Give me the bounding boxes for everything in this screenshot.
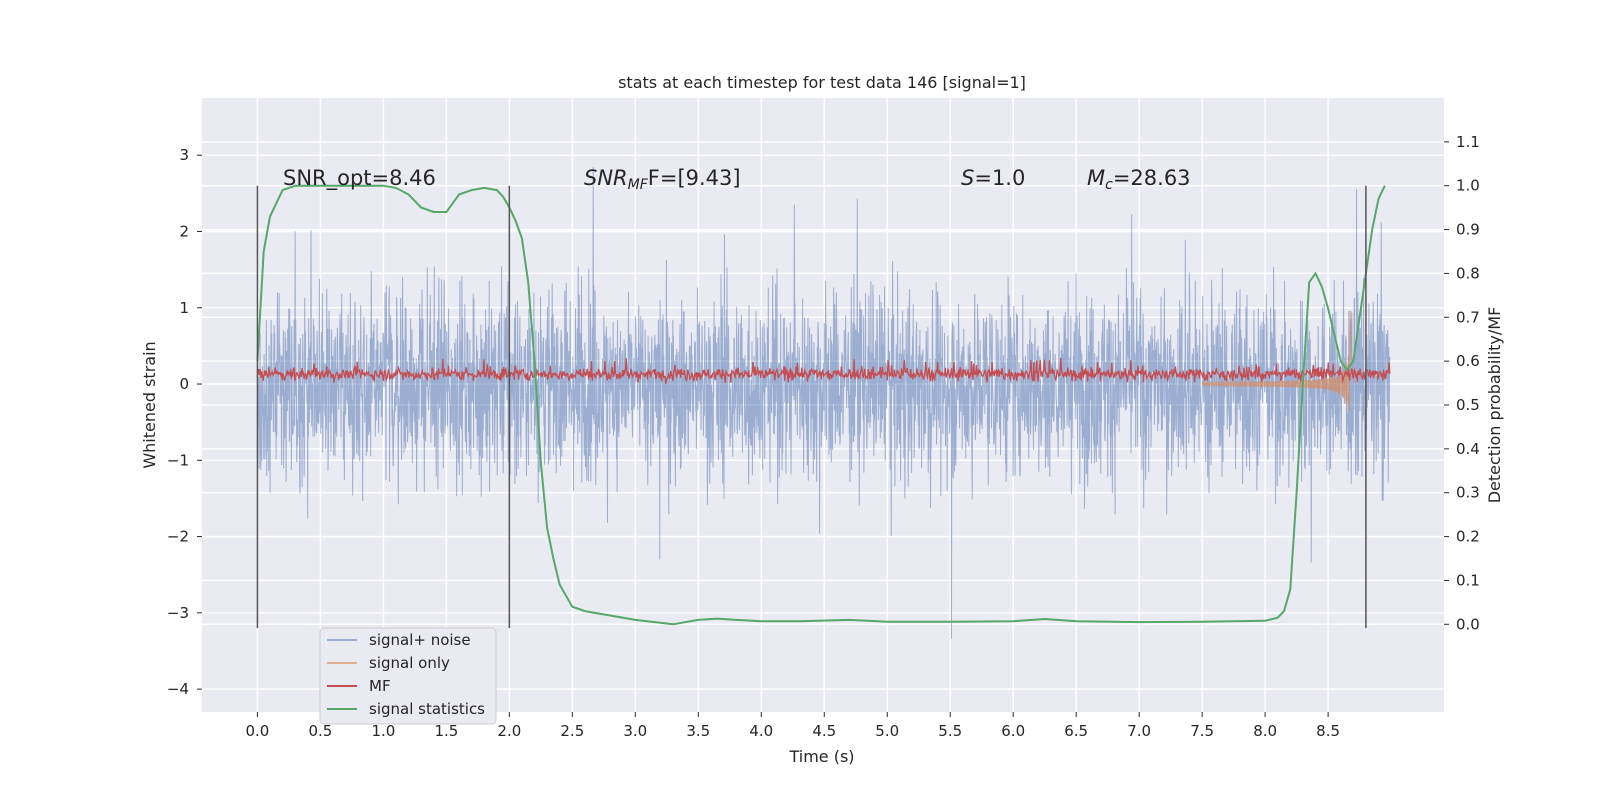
x-ticks: 0.0 0.5 1.0 1.5 2.0 2.5 3.0 3.5 4.0 4.5 5.0 5.5 6.0 6… [245,712,1340,740]
x-tick-label: 5.0 [875,722,899,740]
svg-text:MF: MF [369,677,391,695]
x-tick-label: 8.5 [1316,722,1340,740]
x-tick-label: 7.0 [1127,722,1151,740]
right-y-tick-label: 0.4 [1456,440,1480,458]
series-signal-statistics [256,184,1386,626]
right-y-tick-label: 0.6 [1456,352,1480,370]
annotation-mc: Mc=28.63 [1087,166,1191,193]
right-y-tick-label: 1.1 [1456,133,1480,151]
right-y-tick-label: 0.9 [1456,221,1480,239]
x-tick-label: 1.0 [371,722,395,740]
right-y-tick-label: 0.7 [1456,308,1480,326]
svg-text:signal+ noise: signal+ noise [369,631,471,649]
svg-text:signal only: signal only [369,654,450,672]
right-y-tick-label: 1.0 [1456,177,1480,195]
series-signal-noise [256,166,1391,639]
annotation-snr-mf: SNRMFF=[9.43] [584,166,741,193]
x-tick-label: 5.5 [938,722,962,740]
annotation-snr-opt: SNR_opt=8.46 [283,166,436,191]
left-y-axis-label: Whitened strain [140,341,159,468]
left-y-tick-label: 1 [179,299,189,317]
x-tick-label: 6.0 [1001,722,1025,740]
right-y-tick-label: 0.5 [1456,396,1480,414]
right-y-tick-label: 0.2 [1456,528,1480,546]
left-y-tick-label: −2 [167,528,189,546]
legend-item-signal-only: signal only [327,654,450,672]
x-tick-label: 7.5 [1190,722,1214,740]
right-y-axis-label: Detection probability/MF [1485,307,1504,504]
legend-item-signal-statistics: signal statistics [327,700,485,718]
x-tick-label: 4.5 [812,722,836,740]
left-y-tick-label: 2 [179,222,189,240]
x-axis-label: Time (s) [788,747,854,766]
left-y-tick-label: −4 [167,680,189,698]
right-y-ticks: 1.1 1.0 0.9 0.8 0.7 0.6 0.5 0.4 0.3 0.2 0.1 0.0 [1444,133,1480,633]
annotation-s: S=1.0 [961,166,1025,190]
x-tick-label: 6.5 [1064,722,1088,740]
left-y-tick-label: 3 [179,146,189,164]
x-tick-label: 3.0 [623,722,647,740]
left-y-tick-label: −3 [167,604,189,622]
legend-item-signal-noise: signal+ noise [327,631,471,649]
x-tick-label: 2.0 [497,722,521,740]
svg-text:signal statistics: signal statistics [369,700,485,718]
series-layer [256,166,1391,639]
x-tick-label: 8.0 [1253,722,1277,740]
series-mf [256,357,1391,385]
legend: signal+ noise signal only MF signal stat… [319,627,497,725]
left-y-ticks: 3 2 1 0 −1 −2 −3 −4 [167,146,202,698]
legend-box [319,627,497,725]
left-y-tick-label: 0 [179,375,189,393]
right-y-tick-label: 0.3 [1456,484,1480,502]
right-y-tick-label: 0.1 [1456,571,1480,589]
left-y-tick-label: −1 [167,451,189,469]
x-tick-label: 4.0 [749,722,773,740]
x-tick-label: 3.5 [686,722,710,740]
chart-title: stats at each timestep for test data 146… [618,73,1026,92]
x-tick-label: 1.5 [434,722,458,740]
x-tick-label: 0.0 [245,722,269,740]
legend-item-mf: MF [327,677,391,695]
x-tick-label: 0.5 [308,722,332,740]
vertical-markers [256,185,1367,629]
right-y-tick-label: 0.0 [1456,615,1480,633]
right-y-tick-label: 0.8 [1456,264,1480,282]
series-signal-only [1201,310,1357,413]
x-tick-label: 2.5 [560,722,584,740]
